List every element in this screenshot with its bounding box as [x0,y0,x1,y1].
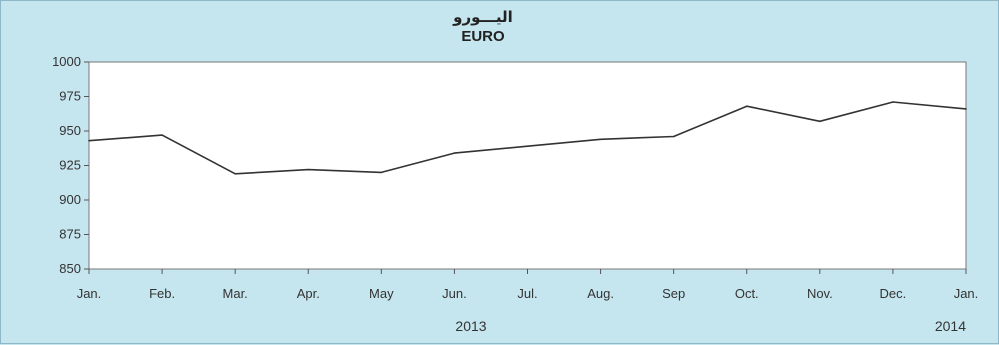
chart-title: اليـــورو [452,8,513,26]
x-tick-label: Oct. [735,286,759,301]
year-label-2014: 2014 [935,318,966,334]
y-tick-label: 1000 [52,54,81,69]
x-tick-label: Mar. [223,286,248,301]
year-label-2013: 2013 [455,318,486,334]
x-tick-label: Aug. [587,286,614,301]
x-tick-label: Jul. [517,286,537,301]
x-tick-label: Feb. [149,286,175,301]
tick-labels: 850 875 900 925 950 975 1000 Jan. Feb. Mar. Apr. Ma… [52,54,978,301]
x-tick-label: Nov. [807,286,833,301]
x-tick-label: Jan. [77,286,102,301]
chart-subtitle: EURO [461,28,505,45]
y-tick-label: 850 [59,261,81,276]
y-tick-label: 950 [59,123,81,138]
y-tick-label: 875 [59,227,81,242]
x-tick-label: May [369,286,394,301]
x-tick-label: Jun. [442,286,467,301]
y-tick-label: 925 [59,158,81,173]
plot-area [88,61,967,270]
y-tick-label: 975 [59,89,81,104]
x-tick-label: Jan. [954,286,979,301]
x-tick-label: Apr. [297,286,320,301]
y-tick-label: 900 [59,192,81,207]
x-tick-label: Sep [662,286,685,301]
x-tick-label: Dec. [880,286,907,301]
series-line [88,101,967,175]
